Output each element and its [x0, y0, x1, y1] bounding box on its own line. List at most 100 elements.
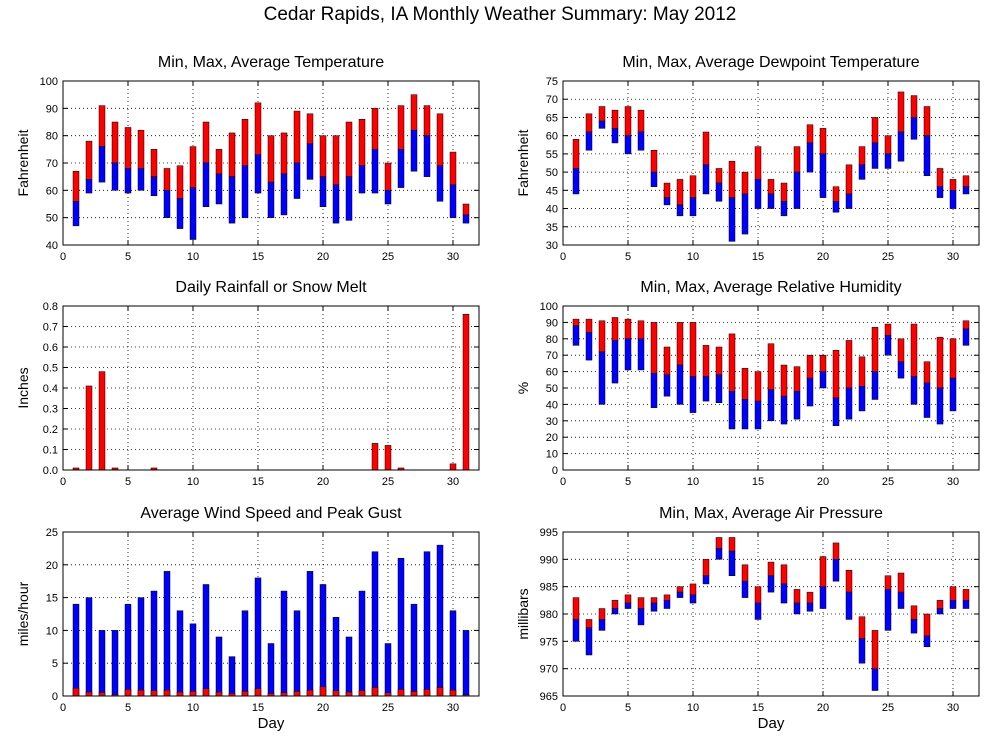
avg-wind-bar	[332, 690, 340, 697]
avg-min-bar	[741, 399, 749, 430]
avg-min-bar	[624, 602, 632, 609]
y-tick-label: 965	[540, 691, 558, 703]
gust-bar	[410, 603, 418, 697]
avg-wind-bar	[345, 691, 353, 697]
panel-temp: 40 50 60 70 80 90 100 0 5 10 15 20 25 30 Min, Max, Ave…	[15, 54, 480, 263]
y-tick-label: 55	[546, 149, 558, 161]
y-tick-label: 50	[46, 213, 58, 225]
avg-min-bar	[845, 591, 853, 620]
y-tick-label: 70	[46, 158, 58, 170]
max-avg-bar	[85, 140, 93, 180]
gust-bar	[111, 630, 119, 697]
x-tick-label: 20	[317, 251, 329, 263]
x-tick-label: 20	[317, 476, 329, 488]
y-tick-label: 0.5	[43, 363, 58, 375]
y-tick-label: 975	[540, 636, 558, 648]
y-tick-label: 20	[546, 432, 558, 444]
avg-min-bar	[572, 168, 580, 195]
y-tick-label: 45	[546, 185, 558, 197]
avg-min-bar	[650, 602, 658, 612]
x-tick-label: 0	[560, 251, 566, 263]
max-avg-bar	[637, 597, 645, 609]
max-avg-bar	[111, 121, 119, 164]
gust-bar	[358, 590, 366, 697]
avg-min-bar	[884, 153, 892, 169]
y-tick-label: 0.2	[43, 424, 58, 436]
y-tick-label: 0.4	[43, 383, 58, 395]
y-tick-label: 0.0	[43, 465, 58, 477]
x-tick-label: 20	[817, 702, 829, 714]
y-axis-label: miles/hour	[15, 581, 31, 646]
y-tick-label: 40	[546, 399, 558, 411]
x-tick-label: 30	[447, 251, 459, 263]
avg-wind-bar	[410, 691, 418, 697]
panel-dewpoint: 30 35 40 45 50 55 60 65 70 75 0 5 10 15 20 25 30 Min, Max…	[515, 54, 980, 263]
avg-wind-bar	[449, 689, 457, 697]
avg-min-bar	[702, 164, 710, 195]
gust-bar	[189, 623, 197, 697]
max-avg-bar	[611, 600, 619, 609]
max-avg-bar	[572, 139, 580, 169]
avg-min-bar	[949, 190, 957, 209]
panel-title: Min, Max, Average Temperature	[158, 54, 384, 71]
max-avg-bar	[884, 135, 892, 155]
max-avg-bar	[949, 179, 957, 191]
x-tick-label: 15	[252, 702, 264, 714]
avg-min-bar	[936, 608, 944, 615]
y-tick-label: 40	[46, 240, 58, 252]
avg-wind-bar	[137, 689, 145, 697]
gust-bar	[319, 584, 327, 697]
max-avg-bar	[962, 589, 970, 601]
avg-min-bar	[793, 602, 801, 615]
avg-min-bar	[962, 186, 970, 195]
avg-min-bar	[663, 197, 671, 206]
avg-min-bar	[858, 164, 866, 180]
avg-min-bar	[741, 580, 749, 598]
avg-min-bar	[241, 165, 249, 218]
avg-min-bar	[871, 668, 879, 691]
max-avg-bar	[858, 616, 866, 639]
x-axis-label: Day	[258, 715, 285, 732]
avg-min-bar	[793, 391, 801, 420]
max-avg-bar	[728, 537, 736, 552]
max-avg-bar	[819, 128, 827, 155]
max-avg-bar	[793, 366, 801, 392]
max-avg-bar	[741, 368, 749, 400]
max-avg-bar	[676, 322, 684, 366]
y-tick-label: 50	[546, 167, 558, 179]
panel-humidity: 0 10 20 30 40 50 60 70 80 90 100 0 5 10 15 20 25 30 Min, M…	[515, 279, 980, 488]
x-tick-label: 5	[125, 476, 131, 488]
y-tick-label: 90	[46, 103, 58, 115]
max-avg-bar	[624, 594, 632, 604]
avg-min-bar	[910, 376, 918, 405]
panel-title: Min, Max, Average Dewpoint Temperature	[622, 54, 919, 71]
max-avg-bar	[449, 151, 457, 186]
max-avg-bar	[897, 338, 905, 363]
max-avg-bar	[345, 121, 353, 177]
avg-min-bar	[598, 619, 606, 631]
avg-min-bar	[897, 361, 905, 379]
avg-min-bar	[293, 162, 301, 199]
max-avg-bar	[598, 106, 606, 122]
x-tick-label: 0	[60, 251, 66, 263]
x-axis-label: Day	[758, 715, 785, 732]
avg-min-bar	[98, 146, 106, 183]
max-avg-bar	[936, 600, 944, 609]
max-avg-bar	[819, 556, 827, 587]
avg-min-bar	[189, 187, 197, 240]
max-avg-bar	[858, 146, 866, 166]
gust-bar	[176, 610, 184, 697]
max-avg-bar	[806, 124, 814, 144]
max-avg-bar	[845, 570, 853, 593]
avg-min-bar	[793, 171, 801, 209]
panel-title: Min, Max, Average Relative Humidity	[640, 279, 901, 296]
x-tick-label: 30	[447, 476, 459, 488]
max-avg-bar	[910, 95, 918, 118]
avg-min-bar	[819, 586, 827, 609]
max-avg-bar	[767, 561, 775, 576]
max-avg-bar	[936, 336, 944, 389]
avg-min-bar	[150, 176, 158, 197]
panel-wind: 0 5 10 15 20 25 0 5 10 15 20 25 30 Average Wind Speed…	[15, 505, 480, 732]
avg-min-bar	[754, 400, 762, 430]
